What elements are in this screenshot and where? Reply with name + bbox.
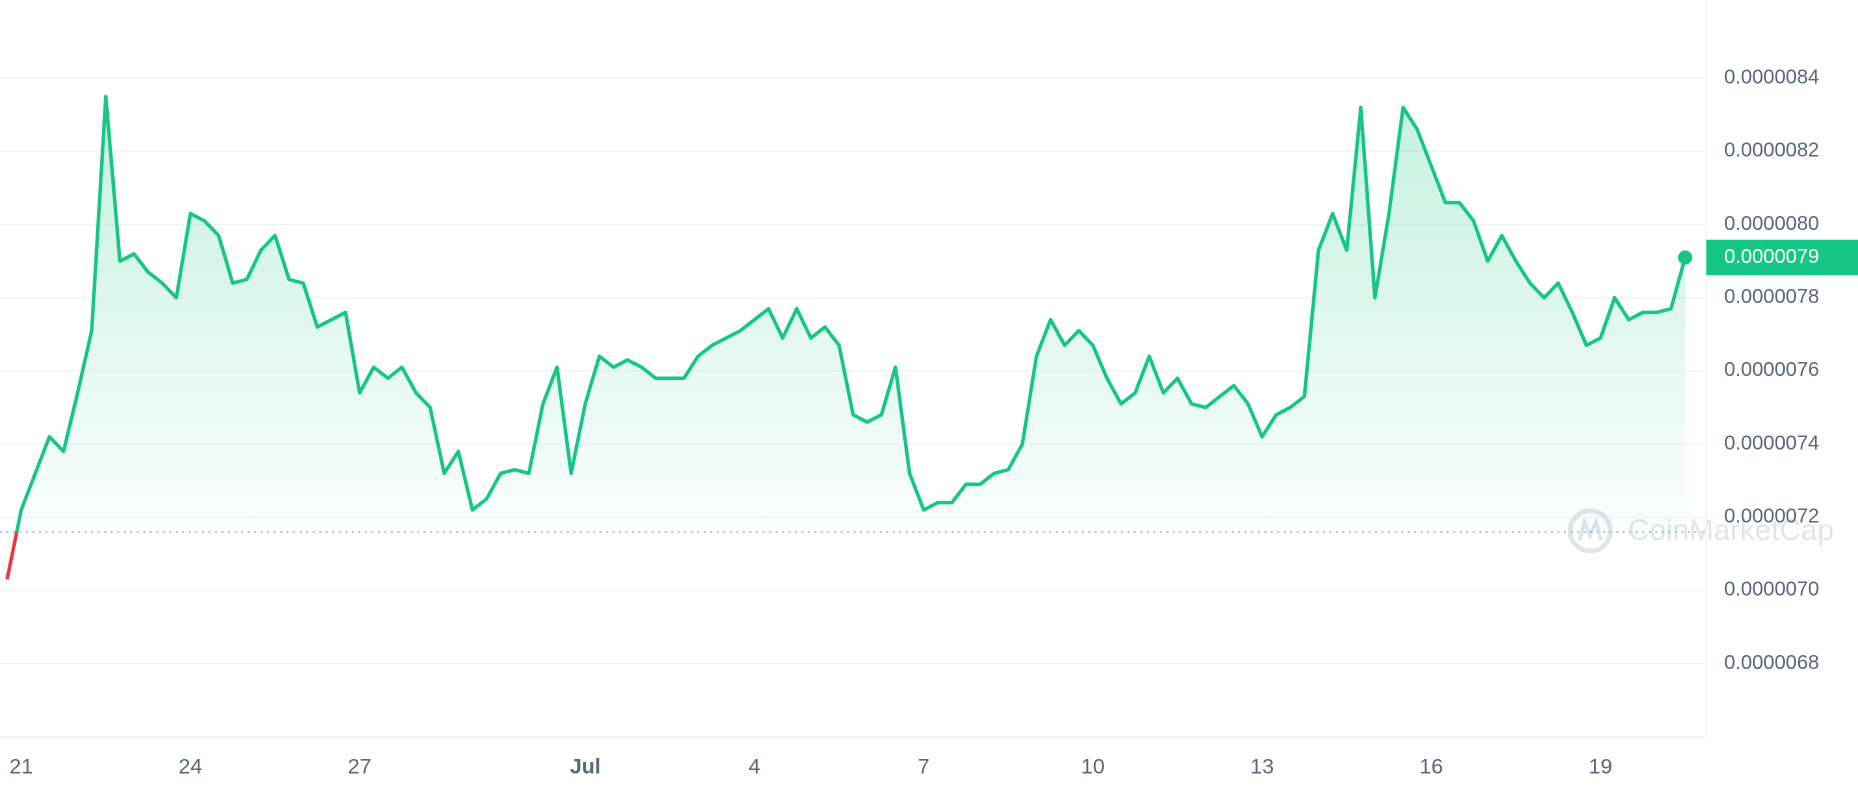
x-tick-label: 24	[179, 754, 203, 778]
x-tick-label: 13	[1250, 754, 1274, 778]
price-tag-label: 0.0000079	[1724, 246, 1819, 268]
y-tick-label: 0.0000072	[1724, 506, 1819, 528]
y-tick-label: 0.0000070	[1724, 579, 1819, 601]
y-tick-label: 0.0000074	[1724, 432, 1819, 454]
y-tick-label: 0.0000076	[1724, 359, 1819, 381]
x-tick-label: 16	[1419, 754, 1443, 778]
x-tick-label: 19	[1589, 754, 1613, 778]
x-tick-label: 4	[749, 754, 761, 778]
x-tick-label: 21	[9, 754, 33, 778]
x-tick-label: 27	[348, 754, 372, 778]
y-tick-label: 0.0000080	[1724, 213, 1819, 235]
y-tick-label: 0.0000068	[1724, 652, 1819, 674]
plot	[0, 94, 1707, 580]
y-tick-label: 0.0000084	[1724, 67, 1819, 89]
x-tick-label: 7	[918, 754, 930, 778]
last-price-dot	[1678, 250, 1693, 265]
x-tick-label: 10	[1081, 754, 1105, 778]
price-area	[7, 96, 1686, 580]
y-tick-label: 0.0000082	[1724, 140, 1819, 162]
y-tick-label: 0.0000078	[1724, 286, 1819, 308]
x-tick-label: Jul	[570, 754, 601, 778]
price-line	[5, 94, 1687, 580]
price-tag	[1706, 239, 1858, 276]
